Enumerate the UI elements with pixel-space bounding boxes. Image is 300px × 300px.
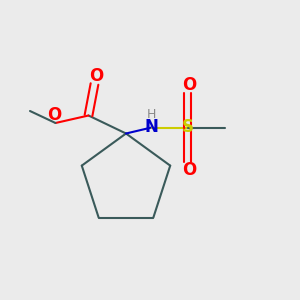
Text: S: S — [182, 118, 194, 136]
Text: O: O — [89, 67, 103, 85]
Text: H: H — [147, 107, 156, 121]
Text: O: O — [47, 106, 61, 124]
Text: O: O — [182, 161, 196, 179]
Text: O: O — [182, 76, 196, 94]
Text: N: N — [145, 118, 158, 136]
